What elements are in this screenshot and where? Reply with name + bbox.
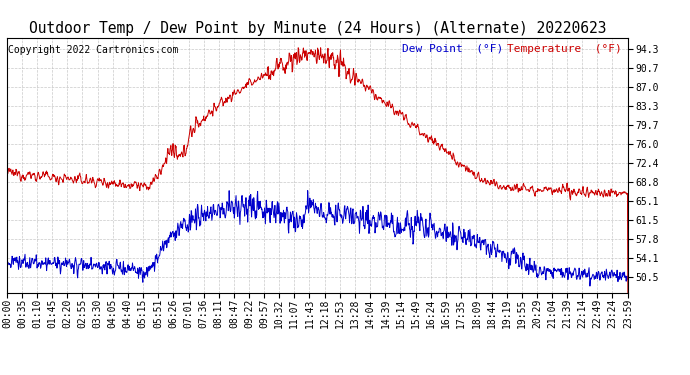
Title: Outdoor Temp / Dew Point by Minute (24 Hours) (Alternate) 20220623: Outdoor Temp / Dew Point by Minute (24 H… [29, 21, 606, 36]
Dew Point  (°F) [210, 212, 219, 217]
Temperature  (°F) [210, 104, 219, 108]
Dew Point  (°F) [304, 188, 312, 193]
Temperature  (°F) [415, 125, 423, 130]
Dew Point  (°F) [551, 268, 559, 273]
Legend: Dew Point  (°F), Temperature  (°F): Dew Point (°F), Temperature (°F) [398, 39, 627, 58]
Dew Point  (°F) [415, 215, 423, 219]
Temperature  (°F) [317, 45, 325, 50]
Line: Dew Point  (°F): Dew Point (°F) [7, 190, 628, 375]
Temperature  (°F) [495, 183, 504, 188]
Temperature  (°F) [624, 306, 632, 310]
Temperature  (°F) [126, 186, 134, 191]
Dew Point  (°F) [141, 270, 149, 275]
Dew Point  (°F) [126, 268, 134, 273]
Temperature  (°F) [3, 292, 11, 297]
Dew Point  (°F) [624, 278, 632, 282]
Temperature  (°F) [551, 188, 559, 192]
Temperature  (°F) [141, 183, 149, 188]
Text: Copyright 2022 Cartronics.com: Copyright 2022 Cartronics.com [8, 45, 179, 55]
Line: Temperature  (°F): Temperature (°F) [7, 48, 628, 308]
Dew Point  (°F) [495, 248, 504, 252]
